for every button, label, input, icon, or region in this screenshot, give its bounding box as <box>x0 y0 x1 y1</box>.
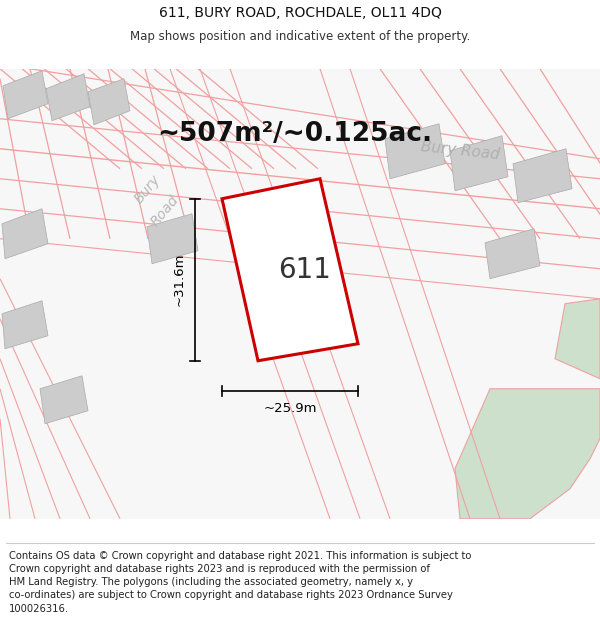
Text: 611, BURY ROAD, ROCHDALE, OL11 4DQ: 611, BURY ROAD, ROCHDALE, OL11 4DQ <box>158 6 442 20</box>
Polygon shape <box>455 389 600 519</box>
Text: 611: 611 <box>278 256 331 284</box>
Polygon shape <box>450 136 508 191</box>
Text: Road: Road <box>148 192 182 229</box>
Polygon shape <box>2 209 48 259</box>
Polygon shape <box>147 214 198 264</box>
Polygon shape <box>513 149 572 202</box>
Text: Bury: Bury <box>132 172 164 206</box>
Polygon shape <box>46 74 90 121</box>
Polygon shape <box>2 301 48 349</box>
Polygon shape <box>40 376 88 424</box>
Text: Bury Road: Bury Road <box>420 139 500 162</box>
Polygon shape <box>385 124 445 179</box>
Polygon shape <box>3 71 48 119</box>
Text: ~25.9m: ~25.9m <box>263 402 317 415</box>
Text: Map shows position and indicative extent of the property.: Map shows position and indicative extent… <box>130 30 470 43</box>
Polygon shape <box>88 79 130 125</box>
Text: ~507m²/~0.125ac.: ~507m²/~0.125ac. <box>157 121 433 147</box>
Polygon shape <box>555 299 600 379</box>
Polygon shape <box>485 229 540 279</box>
Text: ~31.6m: ~31.6m <box>173 253 185 306</box>
Text: Contains OS data © Crown copyright and database right 2021. This information is : Contains OS data © Crown copyright and d… <box>9 551 472 614</box>
Polygon shape <box>222 179 358 361</box>
